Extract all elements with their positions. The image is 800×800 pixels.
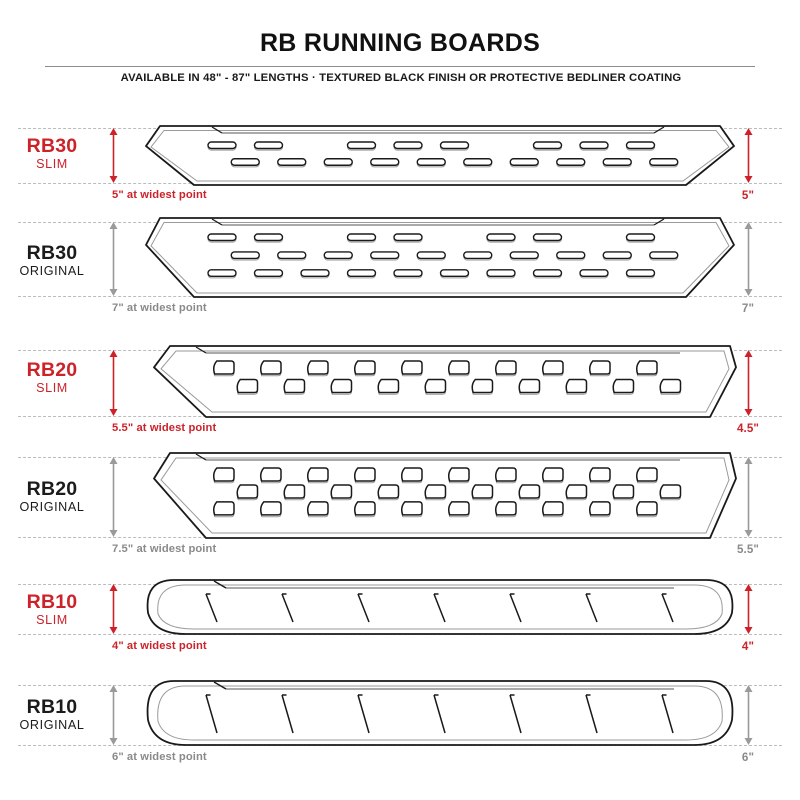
running-board-illustration (140, 216, 740, 300)
dimension-arrow-right (742, 128, 755, 183)
product-variant: ORIGINAL (19, 500, 85, 514)
widest-point-label: 5.5" at widest point (112, 422, 217, 434)
page-subtitle: AVAILABLE IN 48" - 87" LENGTHS · TEXTURE… (120, 72, 682, 84)
widest-point-label: 7" at widest point (112, 302, 207, 314)
product-name-block: RB20 SLIM (0, 360, 104, 396)
product-name: RB20 (26, 478, 78, 500)
product-name-block: RB10 ORIGINAL (0, 697, 104, 733)
height-measurement-label: 5.5" (736, 543, 759, 556)
header-divider (45, 66, 755, 67)
product-name-block: RB10 SLIM (0, 592, 104, 628)
dimension-arrow-left (107, 457, 120, 537)
product-variant: SLIM (36, 381, 68, 395)
height-measurement-label: 5" (741, 189, 755, 202)
dimension-arrow-right (742, 685, 755, 745)
product-name: RB10 (26, 696, 78, 718)
widest-point-label: 6" at widest point (112, 751, 207, 763)
product-name-block: RB30 ORIGINAL (0, 243, 104, 279)
running-board-illustration (140, 578, 740, 638)
running-board-illustration (140, 344, 740, 420)
product-name: RB30 (26, 242, 78, 264)
dimension-arrow-left (107, 350, 120, 416)
dimension-arrow-left (107, 128, 120, 183)
dimension-arrow-right (742, 350, 755, 416)
dimension-arrow-right (742, 457, 755, 537)
product-name: RB30 (26, 135, 78, 157)
running-board-illustration (140, 451, 740, 541)
product-name: RB20 (26, 359, 78, 381)
dimension-arrow-right (742, 222, 755, 296)
product-name-block: RB30 SLIM (0, 136, 104, 172)
product-variant: SLIM (36, 613, 68, 627)
dimension-arrow-left (107, 685, 120, 745)
running-board-illustration (140, 124, 740, 188)
page-title: RB RUNNING BOARDS (259, 29, 541, 57)
widest-point-label: 5" at widest point (112, 189, 207, 201)
height-measurement-label: 4" (741, 640, 755, 653)
dimension-arrow-left (107, 222, 120, 296)
widest-point-label: 7.5" at widest point (112, 543, 217, 555)
running-board-illustration (140, 679, 740, 749)
product-variant: ORIGINAL (19, 264, 85, 278)
product-variant: ORIGINAL (19, 718, 85, 732)
dimension-arrow-right (742, 584, 755, 634)
page-header: RB RUNNING BOARDS AVAILABLE IN 48" - 87"… (0, 0, 800, 84)
height-measurement-label: 6" (741, 751, 755, 764)
product-name: RB10 (26, 591, 78, 613)
dimension-arrow-left (107, 584, 120, 634)
product-name-block: RB20 ORIGINAL (0, 479, 104, 515)
product-variant: SLIM (36, 157, 68, 171)
height-measurement-label: 7" (741, 302, 755, 315)
height-measurement-label: 4.5" (736, 422, 759, 435)
widest-point-label: 4" at widest point (112, 640, 207, 652)
